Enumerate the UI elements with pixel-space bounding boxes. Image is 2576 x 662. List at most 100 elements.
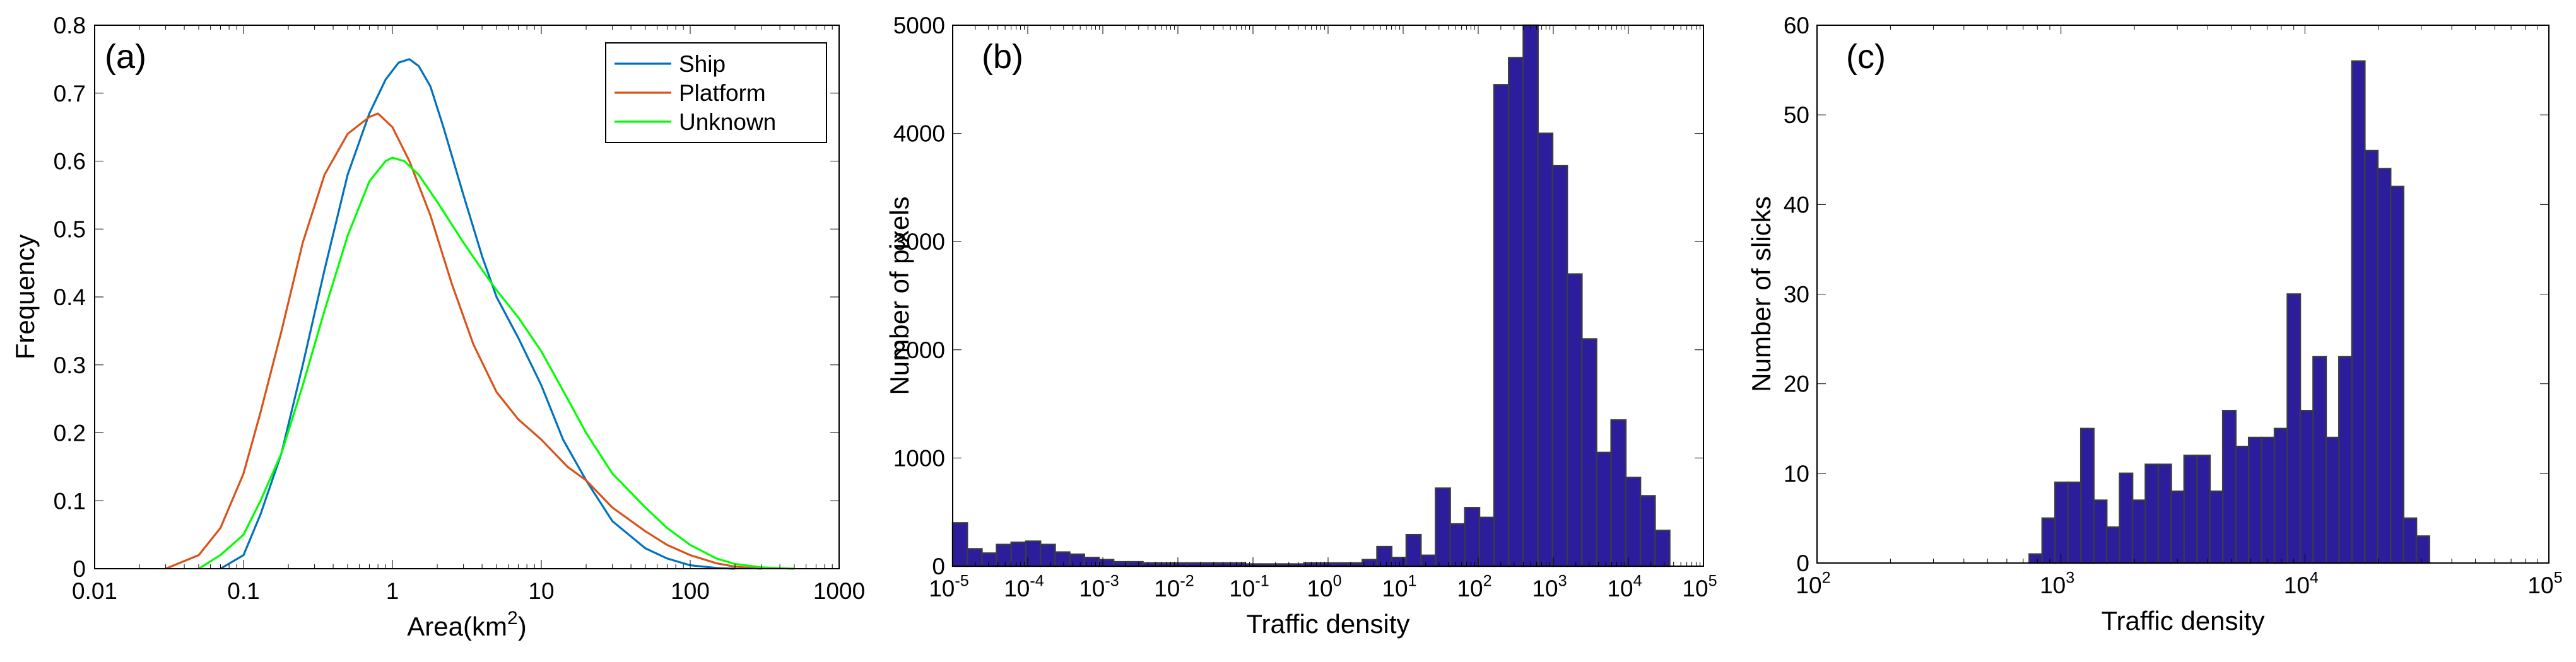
bar [1449,523,1466,567]
bar [2273,427,2288,564]
y-axis-label-b: Number of pixels [885,196,914,395]
bar [2119,472,2134,564]
x-axis-label-a: Area(km2) [407,608,526,641]
y-tick-label-b: 5000 [893,13,945,38]
bar [2221,410,2237,564]
bar [1610,419,1627,567]
y-tick-label-a: 0 [73,556,86,582]
x-tick-label-c: 105 [2527,569,2562,598]
bar [2338,356,2353,564]
y-tick-label-b: 2000 [893,337,945,363]
bar [2079,427,2095,564]
bar [2299,410,2314,564]
x-tick-label-b: 10-1 [1229,572,1269,601]
bar [1112,560,1129,567]
y-tick-label-c: 0 [1796,550,1809,576]
x-tick-label-b: 101 [1382,572,1416,601]
x-axis-label-c: Traffic density [2101,606,2264,636]
y-tick-label-c: 50 [1784,102,1809,128]
bar [2364,149,2379,564]
y-tick-label-a: 0.8 [54,13,86,38]
bar [966,548,983,567]
y-tick-label-c: 40 [1784,192,1809,218]
x-axis-label-b: Traffic density [1246,609,1409,639]
bar [1362,559,1378,567]
x-tick-label-b: 10-5 [929,572,969,601]
bar [2131,499,2146,564]
x-tick-label-a: 100 [671,578,710,604]
bar [2041,517,2056,564]
plot-frame-c [1816,25,2550,564]
bar [2028,553,2044,564]
y-tick-label-a: 0.5 [54,216,86,242]
x-tick-label-b: 100 [1307,572,1341,601]
x-tick-label-a: 1000 [813,578,865,604]
bar [2196,455,2211,564]
bar [1376,545,1393,567]
bar [1464,507,1481,567]
y-tick-label-a: 0.2 [54,421,86,446]
y-tick-label-a: 0.4 [54,284,86,310]
bar [1098,559,1115,567]
y-tick-label-a: 0.3 [54,352,86,378]
bar [2377,168,2392,564]
series-line-ship [220,58,736,570]
bar [2286,293,2302,564]
y-tick-label-c: 20 [1784,371,1809,397]
y-tick-label-c: 10 [1784,461,1809,487]
bar [1054,551,1071,567]
x-tick-label-b: 10-3 [1079,572,1119,601]
bar [2183,455,2198,564]
bar [1566,273,1583,567]
legend-label-ship: Ship [679,51,726,77]
bar [2105,526,2120,564]
bar [2157,463,2172,564]
bar [981,552,997,567]
x-tick-label-b: 103 [1532,572,1567,601]
bar [2054,481,2069,564]
bar [2067,481,2082,564]
bar [951,522,968,567]
bar [2093,499,2108,564]
bar [1478,516,1495,567]
bar [1420,554,1437,567]
legend-label-unknown: Unknown [679,109,776,135]
bar [1581,338,1597,567]
bar [2261,436,2276,564]
y-tick-label-c: 60 [1784,13,1809,38]
bar [2403,517,2418,564]
bar [2351,60,2366,564]
bar [1522,24,1539,567]
x-tick-label-b: 104 [1607,572,1642,601]
panel-label-a: (a) [105,38,146,76]
y-tick-label-c: 30 [1784,282,1809,308]
bar [2415,535,2430,564]
bar [1493,84,1510,567]
bar [1551,165,1568,567]
series-line-platform [165,112,762,570]
bar [1083,557,1100,567]
bar [1435,487,1451,567]
bar [2247,436,2262,564]
bar [2209,491,2224,564]
x-tick-label-a: 1 [386,578,399,604]
bar [1405,533,1422,567]
bar [996,543,1013,567]
y-axis-label-a: Frequency [10,235,40,359]
bar [1039,543,1056,567]
bar [1069,553,1085,567]
x-tick-label-a: 0.1 [227,578,259,604]
x-tick-label-c: 102 [1796,569,1830,598]
legend-a: Ship Platform Unknown [605,42,827,143]
bar [1654,530,1671,567]
y-axis-label-c: Number of slicks [1746,196,1776,392]
y-tick-label-b: 0 [932,554,945,579]
y-tick-label-b: 3000 [893,229,945,255]
x-tick-label-c: 103 [2040,569,2074,598]
bar [1537,132,1554,567]
bar [2325,436,2340,564]
bar [2144,463,2160,564]
chart-b: 10-5 10-4 10-3 10-2 10-1 100 101 102 103 104 105 0 1… [885,13,1717,639]
x-tick-label-b: 102 [1457,572,1491,601]
chart-a: 0.01 0.1 1 10 100 1000 0 0.1 0.2 0.3 0.4 0.5 0.6 0.7 0… [10,13,865,641]
